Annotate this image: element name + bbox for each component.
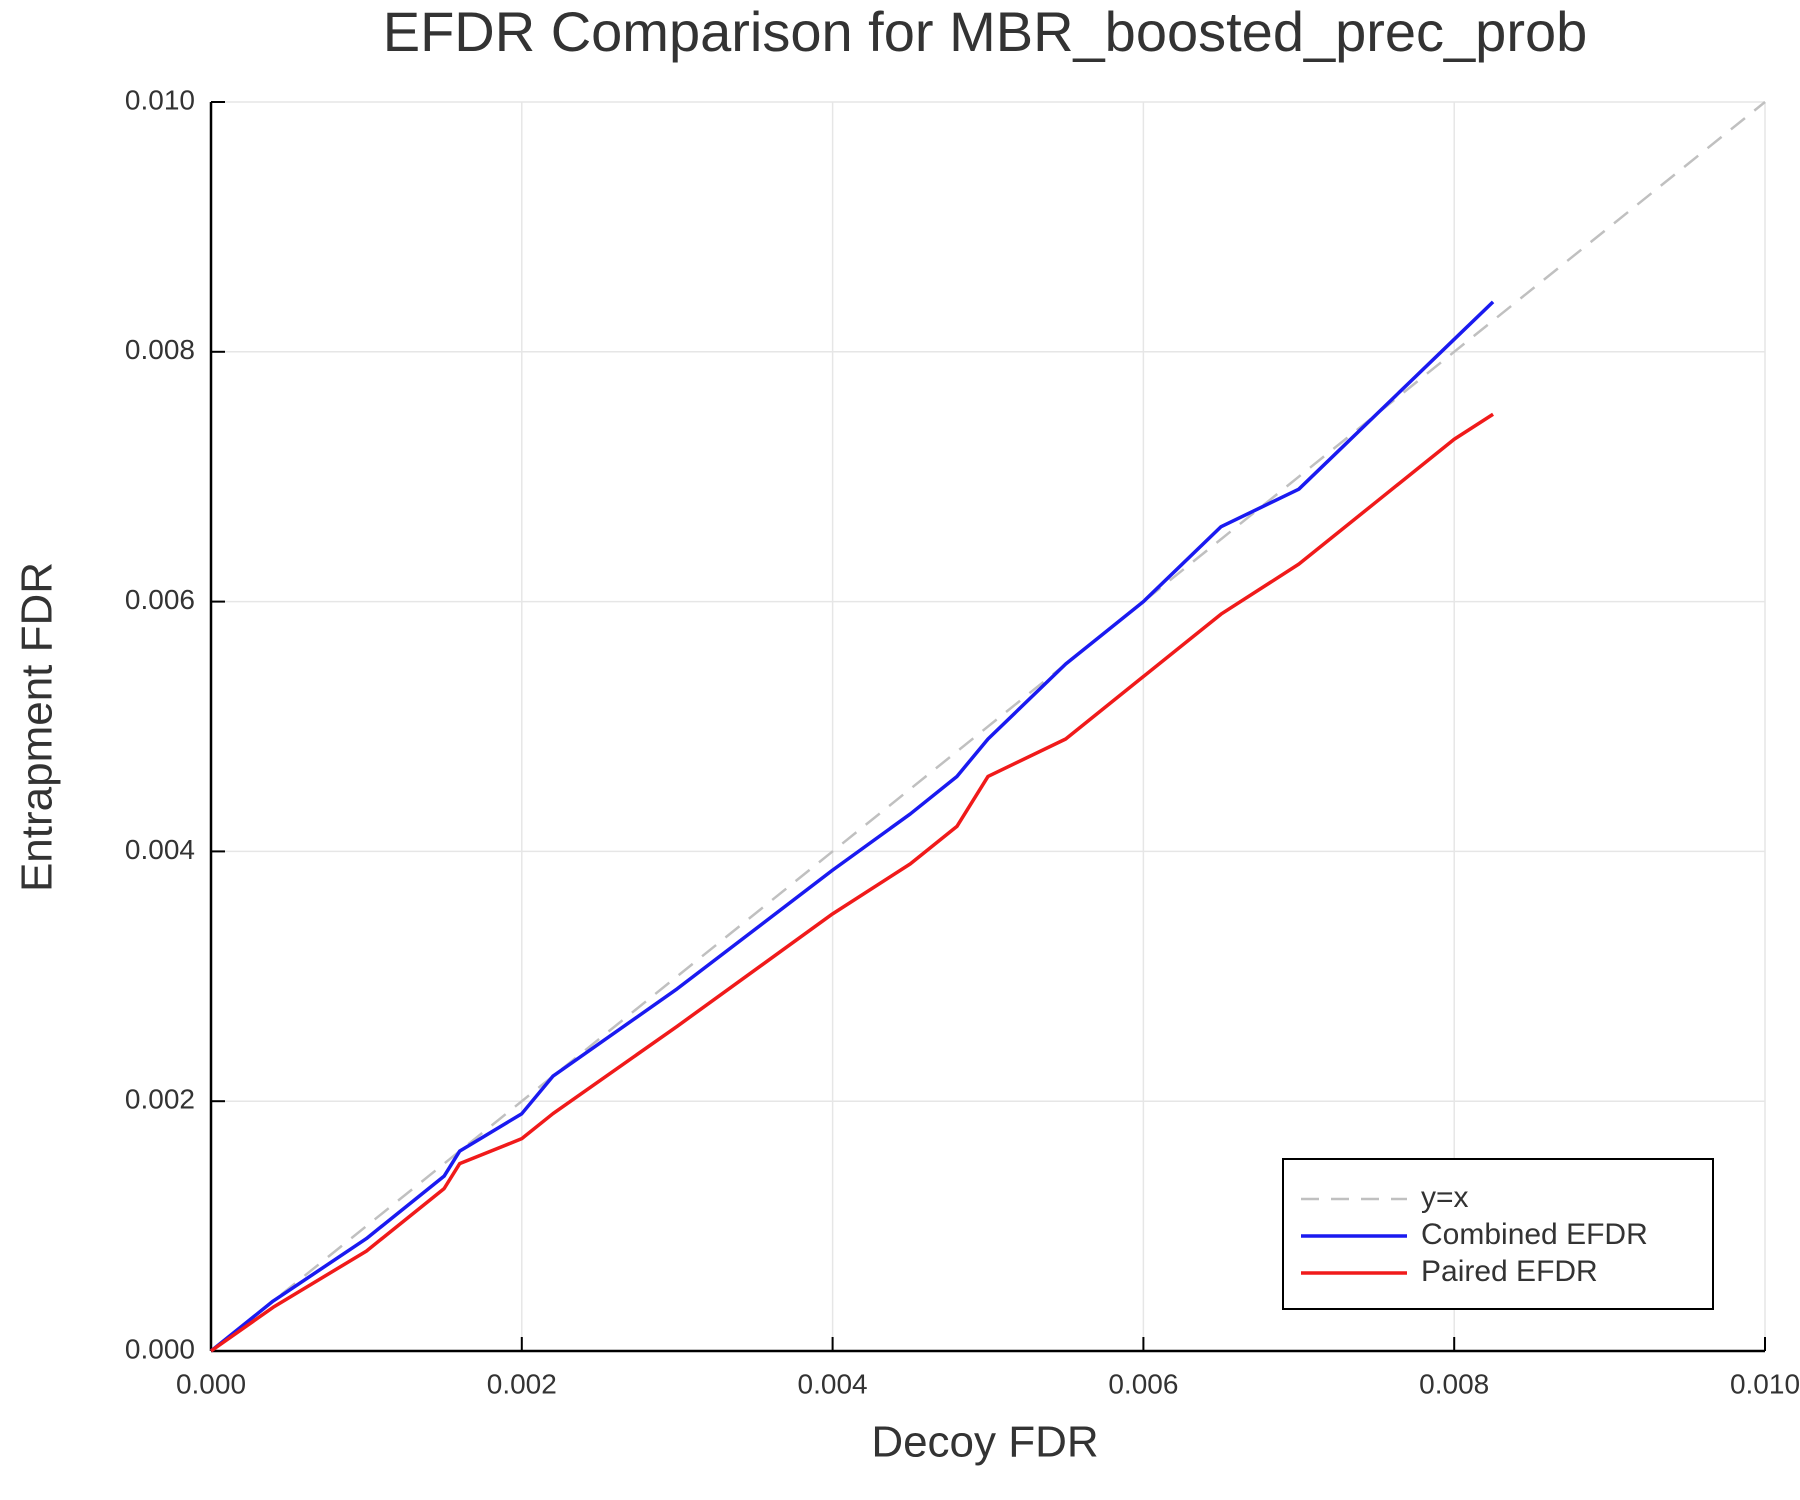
x-axis-label: Decoy FDR (871, 1418, 1098, 1467)
y-tick-label: 0.010 (125, 84, 195, 115)
legend-label: y=x (1421, 1181, 1469, 1214)
legend: y=x Combined EFDR Paired EFDR (1282, 1158, 1714, 1310)
series-line (209, 300, 1495, 1353)
x-tick-label: 0.004 (798, 1368, 868, 1399)
x-tick-label: 0.002 (487, 1368, 557, 1399)
y-axis-label: Entrapment FDR (13, 562, 62, 892)
legend-label: Combined EFDR (1421, 1218, 1648, 1251)
series-line (209, 412, 1494, 1353)
x-tick-label: 0.010 (1730, 1368, 1800, 1399)
y-tick-label: 0.008 (125, 334, 195, 365)
y-tick-label: 0.006 (125, 584, 195, 615)
y-tick-label: 0.002 (125, 1084, 195, 1115)
y-tick-label: 0.004 (125, 834, 195, 865)
x-tick-label: 0.006 (1108, 1368, 1178, 1399)
x-tick-label: 0.008 (1419, 1368, 1489, 1399)
y-tick-label: 0.000 (125, 1333, 195, 1364)
chart-title: EFDR Comparison for MBR_boosted_prec_pro… (383, 0, 1588, 63)
legend-box (1282, 1158, 1714, 1310)
series-line (210, 101, 1766, 1352)
x-tick-label: 0.000 (176, 1368, 246, 1399)
legend-label: Paired EFDR (1421, 1255, 1598, 1288)
